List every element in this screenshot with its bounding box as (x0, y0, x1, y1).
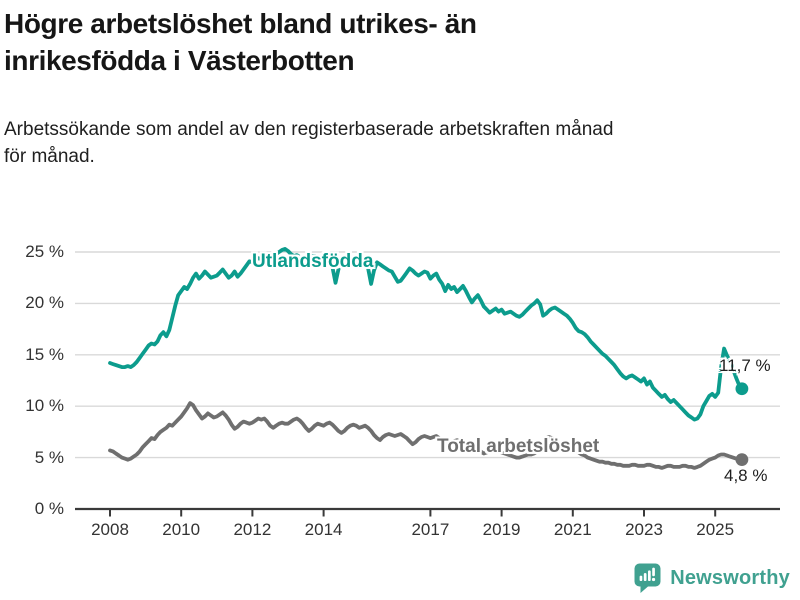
value-label-utlandsfodda: 11,7 % (719, 356, 771, 375)
page-title: Högre arbetslöshet bland utrikes- än inr… (4, 8, 477, 76)
y-tick-label: 15 % (25, 344, 64, 364)
x-tick-label: 2019 (482, 520, 521, 539)
series-label-utlandsfodda: Utlandsfödda (252, 251, 374, 272)
y-tick-label: 10 % (25, 396, 64, 416)
end-dot (735, 382, 749, 396)
newsworthy-logo-icon (634, 563, 661, 593)
series-label-total-arbetsloshet: Total arbetslöshet (437, 436, 600, 457)
newsworthy-branding: Newsworthy (634, 563, 790, 594)
value-label-total: 4,8 % (724, 466, 768, 485)
y-tick-label: 5 % (34, 447, 64, 467)
y-tick-label: 0 % (34, 499, 64, 518)
newsworthy-wordmark: Newsworthy (670, 567, 790, 589)
y-tick-label: 20 % (25, 293, 64, 313)
x-tick-label: 2025 (696, 520, 735, 539)
page-subtitle: Arbetssökande som andel av den registerb… (4, 119, 614, 167)
x-tick-label: 2012 (233, 520, 272, 539)
x-tick-label: 2023 (625, 520, 663, 539)
x-tick-label: 2021 (553, 520, 592, 539)
line-utlandsfodda (108, 246, 744, 422)
end-dot (735, 453, 749, 467)
line-total (108, 401, 744, 470)
x-tick-label: 2010 (162, 520, 201, 539)
x-tick-label: 2014 (304, 520, 343, 539)
x-tick-label: 2008 (91, 520, 129, 539)
x-tick-label: 2017 (411, 520, 450, 539)
y-tick-label: 25 % (25, 242, 64, 261)
